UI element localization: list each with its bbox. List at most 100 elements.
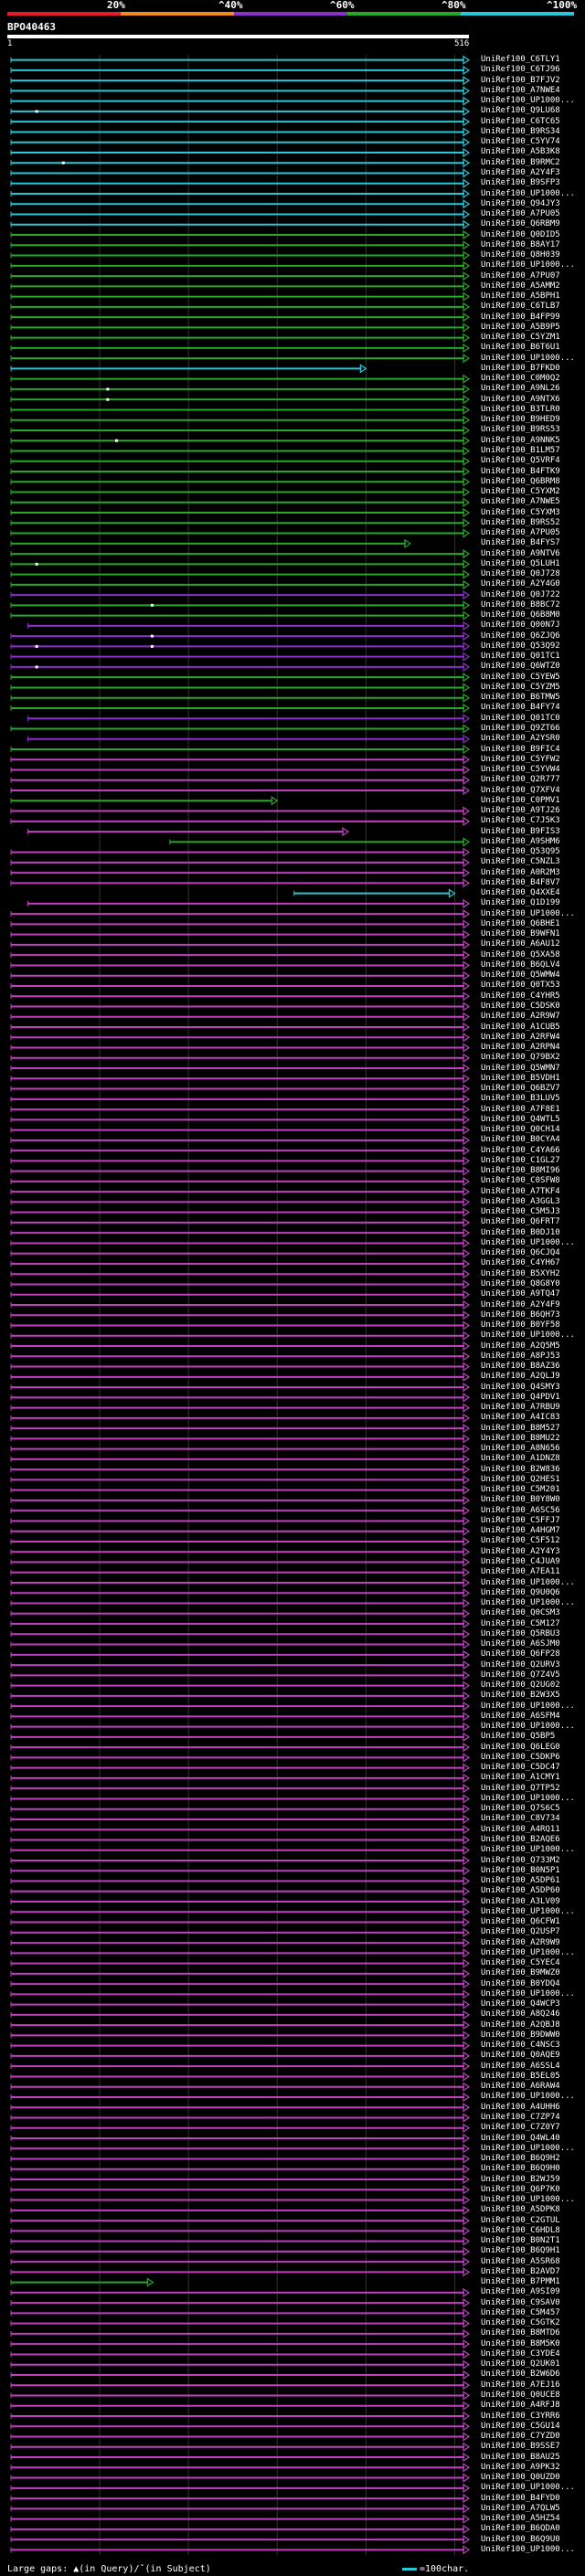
hit-label[interactable]: UniRef100_Q0UCE8: [481, 2390, 560, 2400]
hit-label[interactable]: UniRef100_A6AU12: [481, 939, 560, 949]
hit-label[interactable]: UniRef100_B6Q9U0: [481, 2534, 560, 2544]
hit-label[interactable]: UniRef100_B7FJV2: [481, 75, 560, 85]
hit-label[interactable]: UniRef100_UP1000...: [481, 1947, 575, 1957]
hit-label[interactable]: UniRef100_UP1000...: [481, 1598, 575, 1608]
hit-label[interactable]: UniRef100_A5DP61: [481, 1876, 560, 1886]
hit-label[interactable]: UniRef100_A2QBJ8: [481, 2019, 560, 2030]
hit-label[interactable]: UniRef100_UP1000...: [481, 2092, 575, 2102]
hit-label[interactable]: UniRef100_B0YDQ4: [481, 1978, 560, 1988]
hit-label[interactable]: UniRef100_C5DSK0: [481, 1001, 560, 1011]
hit-label[interactable]: UniRef100_B6TMW5: [481, 693, 560, 703]
hit-label[interactable]: UniRef100_A9PK32: [481, 2462, 560, 2472]
hit-label[interactable]: UniRef100_B0N2T1: [481, 2236, 560, 2246]
hit-label[interactable]: UniRef100_A5HZ54: [481, 2514, 560, 2524]
hit-label[interactable]: UniRef100_A1CUB5: [481, 1022, 560, 1032]
hit-label[interactable]: UniRef100_Q0CSM3: [481, 1608, 560, 1618]
hit-label[interactable]: UniRef100_A4UHH6: [481, 2102, 560, 2112]
hit-label[interactable]: UniRef100_B2W836: [481, 1464, 560, 1474]
hit-label[interactable]: UniRef100_A2R9W7: [481, 1012, 560, 1022]
hit-label[interactable]: UniRef100_A7EA11: [481, 1567, 560, 1577]
hit-label[interactable]: UniRef100_Q1D199: [481, 898, 560, 908]
hit-label[interactable]: UniRef100_Q8G8Y0: [481, 1278, 560, 1288]
hit-label[interactable]: UniRef100_Q0UZD0: [481, 2473, 560, 2483]
hit-label[interactable]: UniRef100_C5YVW4: [481, 765, 560, 775]
hit-label[interactable]: UniRef100_B1LM57: [481, 445, 560, 455]
hit-label[interactable]: UniRef100_B9SFP3: [481, 178, 560, 188]
hit-label[interactable]: UniRef100_UP1000...: [481, 908, 575, 918]
hit-label[interactable]: UniRef100_Q4WCP3: [481, 1999, 560, 2009]
hit-label[interactable]: UniRef100_Q4WL40: [481, 2133, 560, 2143]
hit-label[interactable]: UniRef100_B2W3X5: [481, 1691, 560, 1701]
hit-label[interactable]: UniRef100_B2AQE6: [481, 1834, 560, 1844]
hit-label[interactable]: UniRef100_Q4WTL5: [481, 1114, 560, 1124]
hit-label[interactable]: UniRef100_C7YZD0: [481, 2432, 560, 2442]
hit-label[interactable]: UniRef100_B9FIS3: [481, 826, 560, 836]
hit-label[interactable]: UniRef100_Q5WMN7: [481, 1063, 560, 1073]
hit-label[interactable]: UniRef100_C5FFJ7: [481, 1515, 560, 1525]
hit-label[interactable]: UniRef100_B9WFN1: [481, 929, 560, 939]
hit-label[interactable]: UniRef100_Q0J728: [481, 569, 560, 579]
hit-label[interactable]: UniRef100_Q0AQE9: [481, 2051, 560, 2061]
hit-label[interactable]: UniRef100_C2GTUL: [481, 2215, 560, 2225]
hit-label[interactable]: UniRef100_UP1000...: [481, 1793, 575, 1803]
hit-label[interactable]: UniRef100_A6SC56: [481, 1505, 560, 1515]
hit-label[interactable]: UniRef100_B9RS52: [481, 517, 560, 527]
hit-label[interactable]: UniRef100_C3YRR6: [481, 2411, 560, 2421]
hit-label[interactable]: UniRef100_Q79BX2: [481, 1053, 560, 1063]
hit-label[interactable]: UniRef100_Q6P7K0: [481, 2184, 560, 2194]
hit-label[interactable]: UniRef100_B8AZ36: [481, 1362, 560, 1372]
hit-label[interactable]: UniRef100_A2RPN4: [481, 1043, 560, 1053]
hit-label[interactable]: UniRef100_B8M5K0: [481, 2338, 560, 2348]
hit-label[interactable]: UniRef100_A2Y4F3: [481, 167, 560, 177]
hit-label[interactable]: UniRef100_Q0TX53: [481, 981, 560, 991]
hit-label[interactable]: UniRef100_C1GL27: [481, 1155, 560, 1165]
hit-label[interactable]: UniRef100_B0N5P1: [481, 1865, 560, 1875]
hit-label[interactable]: UniRef100_Q0J722: [481, 589, 560, 599]
hit-label[interactable]: UniRef100_C6TC65: [481, 116, 560, 126]
hit-label[interactable]: UniRef100_C5YEC4: [481, 1958, 560, 1968]
hit-label[interactable]: UniRef100_A4RFJ8: [481, 2401, 560, 2411]
hit-label[interactable]: UniRef100_C4NSC3: [481, 2041, 560, 2051]
hit-label[interactable]: UniRef100_Q6FRT7: [481, 1217, 560, 1227]
hit-label[interactable]: UniRef100_UP1000...: [481, 96, 575, 106]
hit-label[interactable]: UniRef100_Q01TC0: [481, 713, 560, 723]
hit-label[interactable]: UniRef100_C5M201: [481, 1485, 560, 1495]
hit-label[interactable]: UniRef100_C7J5K3: [481, 816, 560, 826]
hit-label[interactable]: UniRef100_Q0DID5: [481, 229, 560, 239]
hit-label[interactable]: UniRef100_Q5VRF4: [481, 456, 560, 466]
hit-label[interactable]: UniRef100_B6QLV4: [481, 959, 560, 970]
hit-label[interactable]: UniRef100_A7PU05: [481, 209, 560, 219]
hit-label[interactable]: UniRef100_UP1000...: [481, 260, 575, 270]
hit-label[interactable]: UniRef100_A9TQ47: [481, 1289, 560, 1299]
hit-label[interactable]: UniRef100_A2QLJ9: [481, 1372, 560, 1382]
hit-label[interactable]: UniRef100_UP1000...: [481, 2143, 575, 2153]
hit-label[interactable]: UniRef100_B9FIC4: [481, 744, 560, 754]
hit-label[interactable]: UniRef100_B0Y8W0: [481, 1495, 560, 1505]
hit-label[interactable]: UniRef100_A5B9P5: [481, 322, 560, 332]
hit-label[interactable]: UniRef100_B9RMC2: [481, 157, 560, 167]
hit-label[interactable]: UniRef100_C5M5J3: [481, 1207, 560, 1217]
hit-label[interactable]: UniRef100_C5F512: [481, 1536, 560, 1546]
hit-label[interactable]: UniRef100_Q7TP52: [481, 1783, 560, 1793]
hit-label[interactable]: UniRef100_Q6FP28: [481, 1649, 560, 1659]
hit-label[interactable]: UniRef100_B0CYA4: [481, 1135, 560, 1145]
hit-label[interactable]: UniRef100_A9NTV6: [481, 548, 560, 558]
hit-label[interactable]: UniRef100_C4YA66: [481, 1145, 560, 1155]
hit-label[interactable]: UniRef100_A7PU07: [481, 270, 560, 281]
hit-label[interactable]: UniRef100_B6Q9H2: [481, 2154, 560, 2164]
hit-label[interactable]: UniRef100_C5YEW5: [481, 672, 560, 682]
hit-label[interactable]: UniRef100_C4JUA9: [481, 1556, 560, 1566]
hit-label[interactable]: UniRef100_B0YF58: [481, 1320, 560, 1330]
hit-label[interactable]: UniRef100_Q733M2: [481, 1855, 560, 1865]
hit-label[interactable]: UniRef100_B4FYS7: [481, 538, 560, 548]
hit-label[interactable]: UniRef100_B2AVD7: [481, 2266, 560, 2276]
hit-label[interactable]: UniRef100_Q6LEG0: [481, 1742, 560, 1752]
hit-label[interactable]: UniRef100_A1CMY1: [481, 1773, 560, 1783]
hit-label[interactable]: UniRef100_Q5WMW4: [481, 970, 560, 981]
hit-label[interactable]: UniRef100_C5NZL3: [481, 857, 560, 867]
hit-label[interactable]: UniRef100_UP1000...: [481, 1988, 575, 1998]
hit-label[interactable]: UniRef100_C6TLY1: [481, 55, 560, 65]
hit-label[interactable]: UniRef100_UP1000...: [481, 1701, 575, 1711]
hit-label[interactable]: UniRef100_C5YXM3: [481, 507, 560, 517]
hit-label[interactable]: UniRef100_A6SFM4: [481, 1711, 560, 1721]
